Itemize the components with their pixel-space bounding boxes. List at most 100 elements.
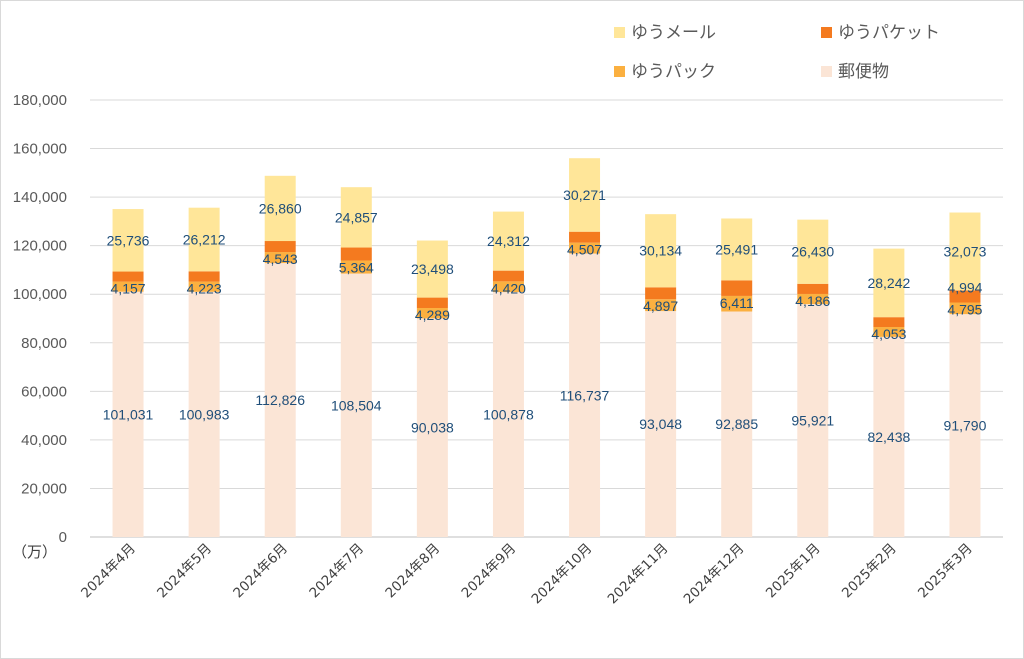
- y-tick-label: 160,000: [13, 141, 67, 158]
- data-label: 90,038: [411, 420, 454, 436]
- bar-segment: [492, 270, 524, 282]
- bar-segment: [949, 290, 981, 303]
- bar-segment: [112, 209, 144, 272]
- bar-segment: [569, 242, 601, 254]
- bar-segment: [188, 271, 220, 282]
- data-label: 4,507: [567, 242, 602, 258]
- bar-segment: [340, 187, 372, 248]
- bar-segment: [340, 260, 372, 274]
- bar-segment: [492, 281, 524, 293]
- bar-segment: [416, 318, 448, 537]
- data-label: 26,860: [259, 200, 302, 216]
- x-tick-label: 2025年2月: [839, 541, 900, 602]
- bar-segment: [949, 212, 981, 291]
- data-label: 30,271: [563, 187, 606, 203]
- bar-segment: [721, 218, 753, 281]
- data-label: 24,312: [487, 233, 530, 249]
- x-tick-label: 2024年4月: [78, 541, 139, 602]
- bar-segment: [873, 248, 905, 318]
- data-label: 23,498: [411, 261, 454, 277]
- data-label: 32,073: [944, 243, 987, 259]
- y-tick-label: 100,000: [13, 286, 67, 303]
- x-tick-label: 2024年8月: [382, 541, 443, 602]
- data-label: 25,491: [715, 241, 758, 257]
- bar-segment: [416, 297, 448, 308]
- x-tick-label: 2024年10月: [529, 541, 596, 608]
- data-label: 101,031: [103, 406, 154, 422]
- bar-segment: [873, 336, 905, 537]
- bar-segment: [645, 311, 677, 537]
- data-label: 92,885: [715, 416, 758, 432]
- x-tick-label: 2024年6月: [230, 541, 291, 602]
- y-tick-label: 80,000: [21, 335, 67, 352]
- y-tick-label: 60,000: [21, 383, 67, 400]
- bar-segment: [645, 287, 677, 300]
- legend-label: 郵便物: [838, 62, 889, 82]
- bar-segment: [873, 317, 905, 328]
- bar-segment: [264, 263, 296, 537]
- y-tick-label: 40,000: [21, 432, 67, 449]
- x-tick-label: 2024年5月: [154, 541, 215, 602]
- bar-segment: [112, 291, 144, 537]
- data-label: 6,411: [720, 295, 754, 311]
- data-label: 24,857: [335, 209, 378, 225]
- bar-segment: [492, 292, 524, 537]
- data-label: 25,736: [107, 232, 150, 248]
- data-label: 30,134: [639, 243, 682, 259]
- data-label: 116,737: [560, 387, 610, 403]
- data-label: 4,053: [871, 326, 906, 342]
- y-tick-label: 20,000: [21, 480, 67, 497]
- legend-swatch: [821, 27, 832, 38]
- bar-segment: [949, 314, 981, 537]
- legend-label: ゆうパケット: [838, 23, 940, 43]
- bar-segment: [112, 281, 144, 292]
- data-label: 26,430: [791, 244, 834, 260]
- data-label: 93,048: [639, 416, 682, 432]
- legend-swatch: [614, 27, 625, 38]
- bar-segment: [569, 158, 601, 232]
- bar-segment: [721, 311, 753, 537]
- bar-segment: [721, 295, 753, 312]
- y-tick-label: 140,000: [13, 189, 67, 206]
- bar-segment: [949, 302, 981, 315]
- x-tick-label: 2025年3月: [915, 541, 976, 602]
- legend-swatch: [614, 66, 625, 77]
- data-label: 28,242: [867, 275, 910, 291]
- bar-segment: [416, 240, 448, 298]
- bar-segment: [797, 293, 829, 305]
- x-tick-label: 2024年12月: [681, 541, 748, 608]
- x-tick-label: 2024年7月: [306, 541, 367, 602]
- data-label: 112,826: [255, 392, 305, 408]
- data-label: 26,212: [183, 232, 226, 248]
- bar-segment: [188, 291, 220, 537]
- x-tick-label: 2024年11月: [605, 541, 672, 608]
- unit-label: （万）: [12, 543, 57, 561]
- data-label: 4,157: [111, 281, 146, 297]
- x-tick-label: 2024年9月: [459, 541, 520, 602]
- bar-segment: [645, 214, 677, 288]
- data-label: 4,223: [187, 281, 222, 297]
- data-label: 4,543: [263, 251, 298, 267]
- bar-segment: [569, 253, 601, 537]
- y-tick-label: 180,000: [13, 92, 67, 109]
- bar-segment: [340, 273, 372, 537]
- bar-segment: [797, 283, 829, 294]
- data-label: 4,897: [643, 298, 678, 314]
- y-tick-label: 120,000: [13, 238, 67, 255]
- bar-segment: [492, 211, 524, 271]
- data-label: 95,921: [791, 413, 834, 429]
- bar-segment: [112, 271, 144, 282]
- bar-segment: [264, 241, 296, 253]
- bar-segment: [340, 247, 372, 261]
- data-label: 4,994: [947, 279, 982, 295]
- data-label: 4,420: [491, 280, 526, 296]
- bar-segment: [873, 327, 905, 337]
- data-label: 82,438: [867, 429, 910, 445]
- bar-segment: [264, 175, 296, 242]
- bar-segment: [721, 280, 753, 296]
- bar-segment: [797, 219, 829, 284]
- data-label: 4,289: [415, 307, 450, 323]
- legend-swatch: [821, 66, 832, 77]
- bar-segment: [188, 207, 220, 272]
